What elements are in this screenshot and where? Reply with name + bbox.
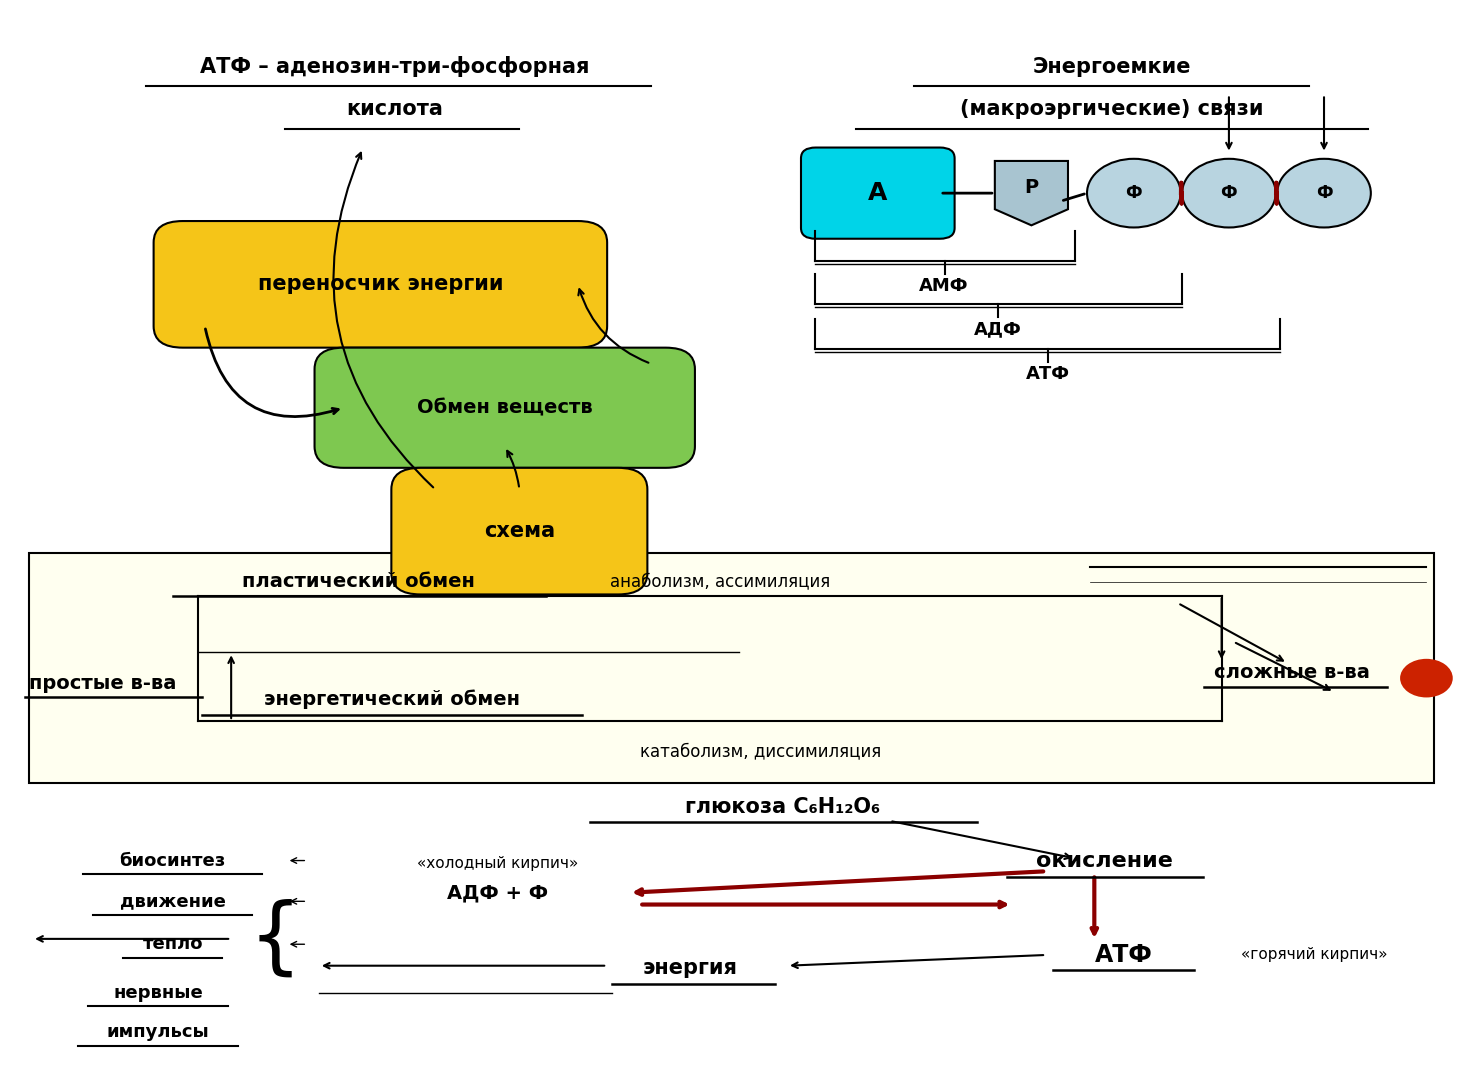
Text: кислота: кислота (347, 100, 443, 119)
Text: сложные в-ва: сложные в-ва (1214, 663, 1369, 682)
Text: Обмен веществ: Обмен веществ (417, 398, 593, 417)
FancyBboxPatch shape (315, 348, 695, 468)
Text: пластический обмен: пластический обмен (241, 572, 475, 591)
Text: переносчик энергии: переносчик энергии (257, 275, 503, 294)
Text: «холодный кирпич»: «холодный кирпич» (417, 856, 578, 871)
Text: энергетический обмен: энергетический обмен (265, 690, 519, 709)
Text: АТФ – аденозин-три-фосфорная: АТФ – аденозин-три-фосфорная (200, 56, 590, 77)
FancyBboxPatch shape (391, 468, 647, 594)
Circle shape (1277, 159, 1371, 227)
Text: Энергоемкие: Энергоемкие (1033, 57, 1191, 76)
Text: Ф: Ф (1220, 185, 1238, 202)
Text: биосинтез: биосинтез (120, 852, 225, 869)
Text: (макроэргические) связи: (макроэргические) связи (960, 100, 1264, 119)
Circle shape (1087, 159, 1181, 227)
Text: АДФ: АДФ (974, 320, 1021, 338)
Text: Ф: Ф (1315, 185, 1333, 202)
Text: импульсы: импульсы (107, 1024, 209, 1041)
Polygon shape (995, 161, 1068, 225)
Circle shape (1182, 159, 1276, 227)
Text: А: А (868, 181, 888, 205)
Text: катаболизм, диссимиляция: катаболизм, диссимиляция (641, 743, 881, 760)
FancyBboxPatch shape (154, 221, 607, 348)
Text: глюкоза С₆Н₁₂О₆: глюкоза С₆Н₁₂О₆ (685, 797, 881, 817)
FancyBboxPatch shape (800, 148, 954, 239)
Text: анаболизм, ассимиляция: анаболизм, ассимиляция (610, 573, 830, 590)
Text: энергия: энергия (644, 958, 737, 978)
Circle shape (1400, 659, 1453, 697)
Text: Р: Р (1024, 178, 1039, 197)
Text: АТФ: АТФ (1026, 365, 1069, 383)
Text: АТФ: АТФ (1094, 943, 1153, 967)
Text: тепло: тепло (142, 936, 203, 953)
Text: АДФ + Ф: АДФ + Ф (446, 883, 549, 902)
FancyBboxPatch shape (29, 553, 1434, 783)
Text: простые в-ва: простые в-ва (29, 674, 176, 693)
Text: окисление: окисление (1036, 851, 1173, 870)
Text: Ф: Ф (1125, 185, 1143, 202)
Text: АМФ: АМФ (919, 277, 969, 295)
Text: движение: движение (120, 893, 225, 910)
Text: нервные: нервные (113, 984, 203, 1001)
Text: схема: схема (484, 521, 554, 541)
Text: «горячий кирпич»: «горячий кирпич» (1241, 947, 1387, 962)
Text: {: { (249, 898, 301, 980)
